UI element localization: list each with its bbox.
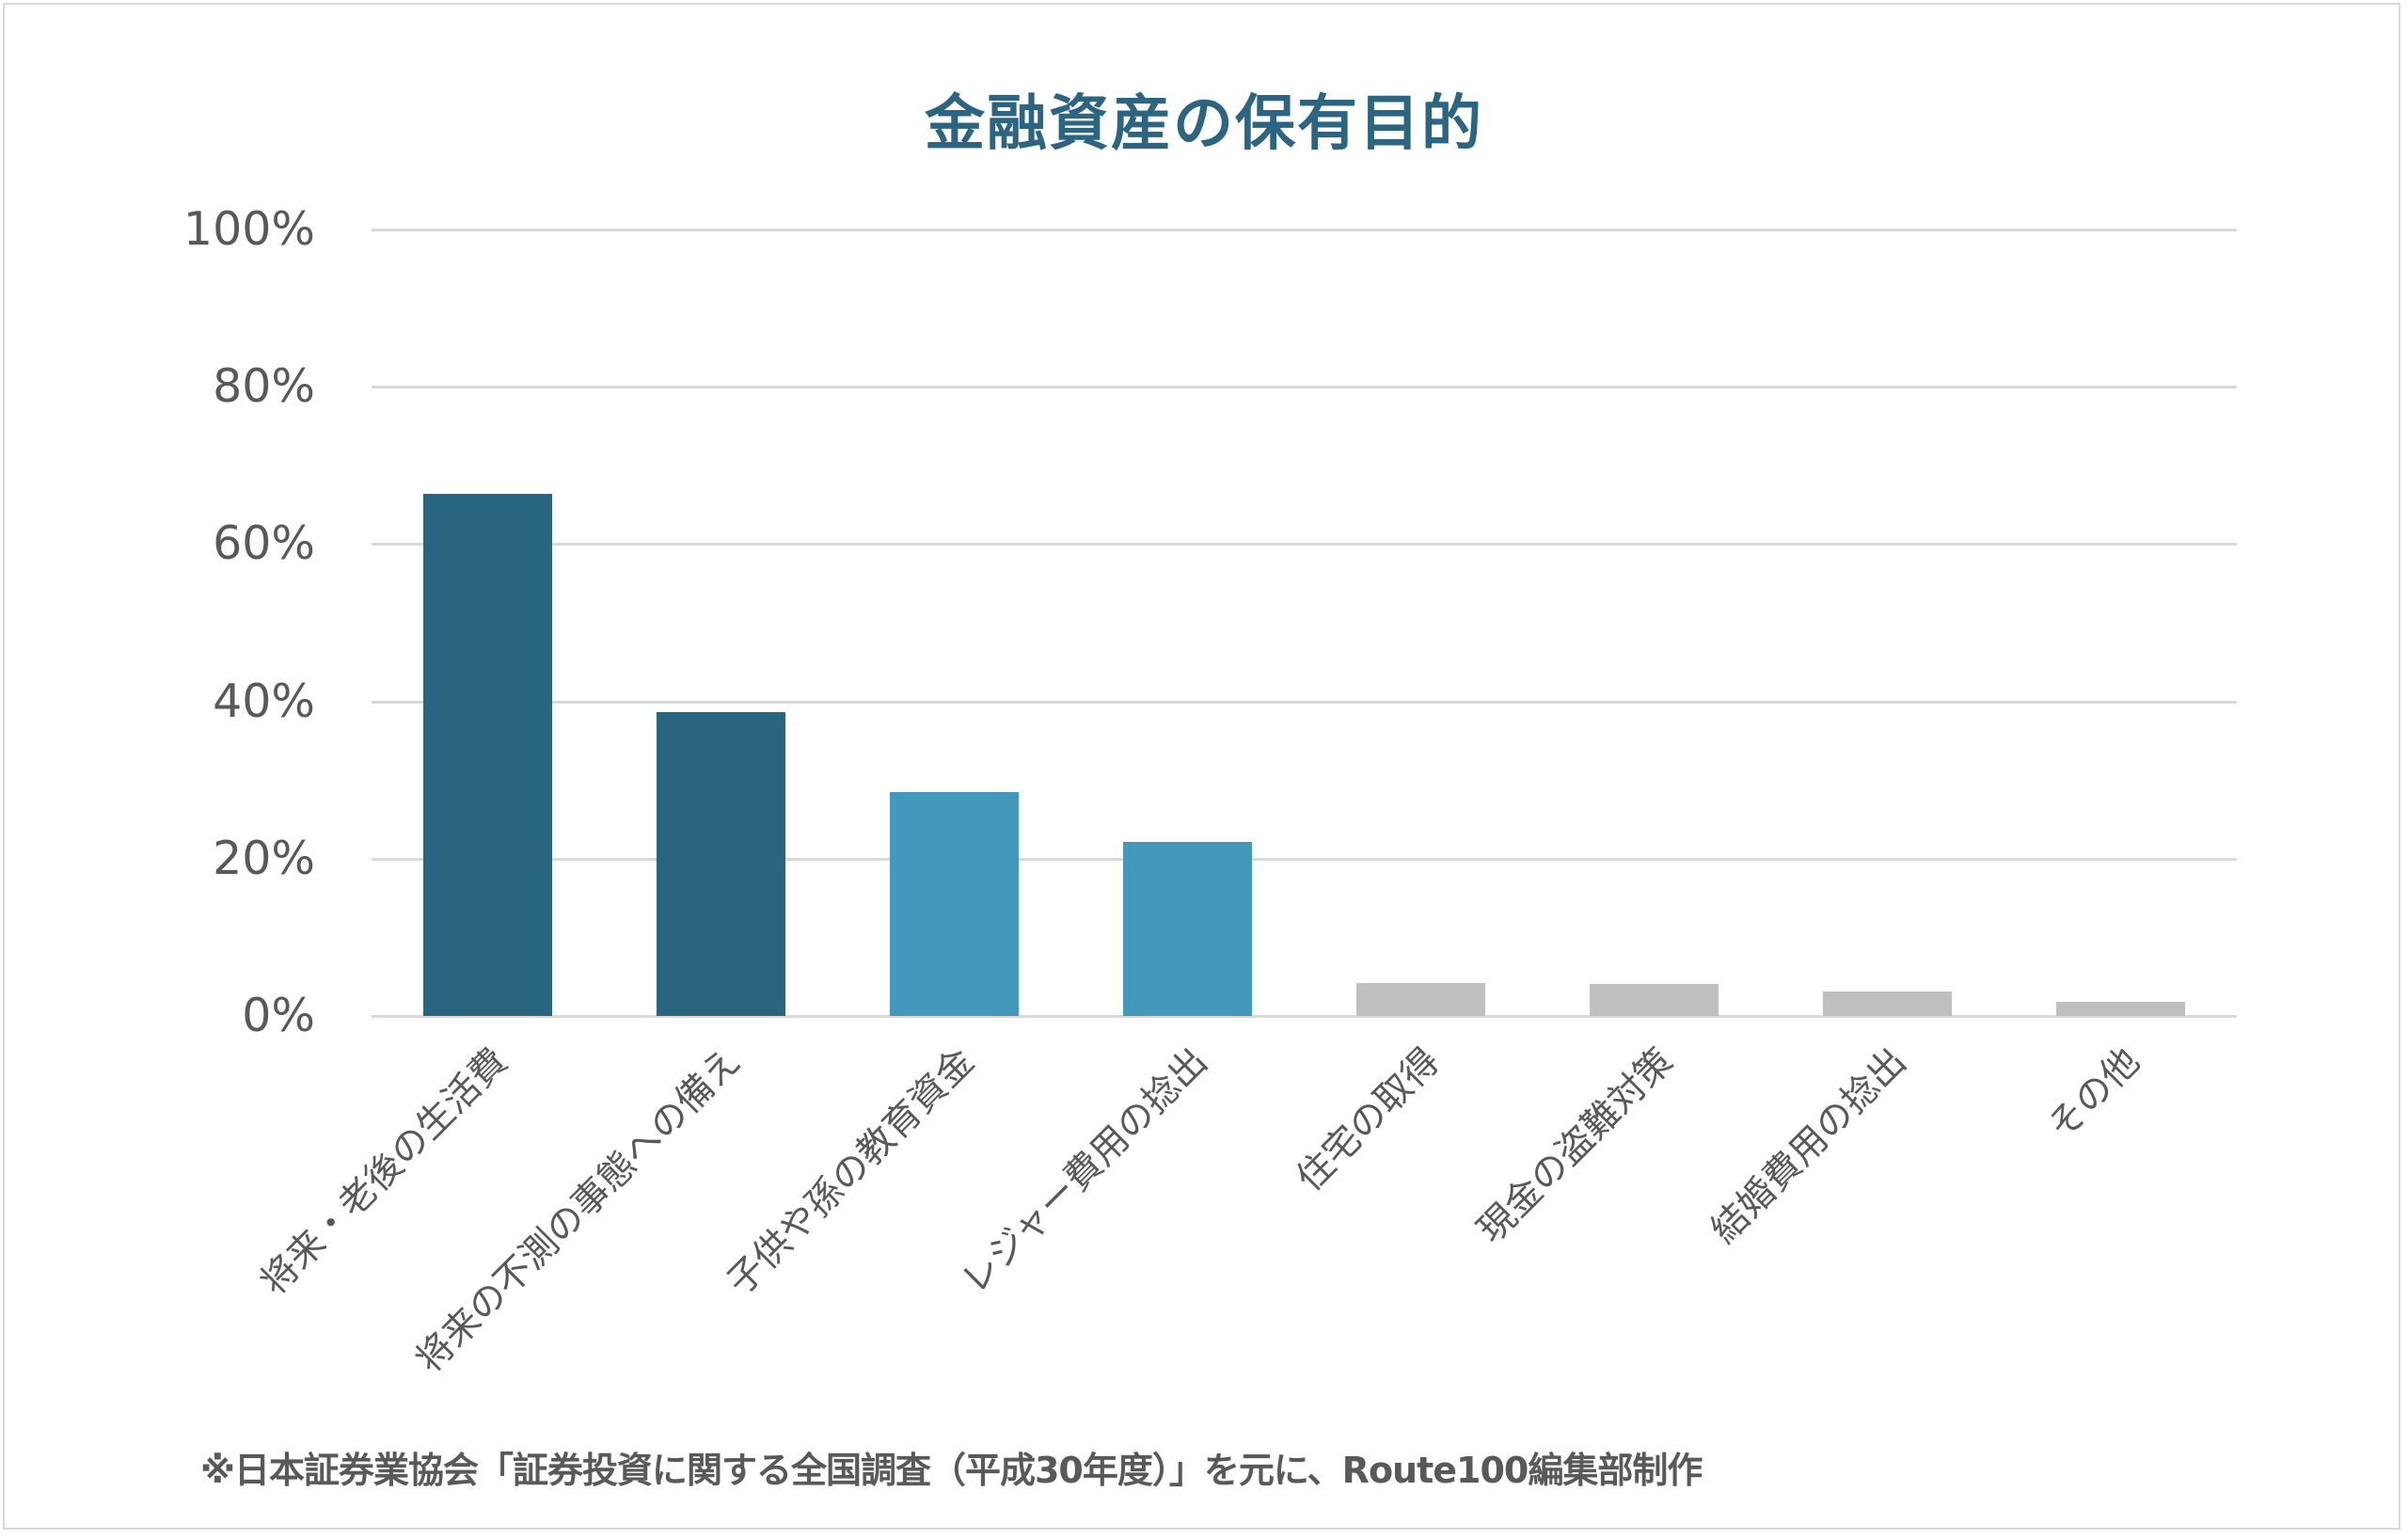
gridline: [372, 1015, 2237, 1018]
gridline: [372, 386, 2237, 389]
y-tick-label: 40%: [213, 674, 315, 728]
bar: [423, 493, 553, 1016]
bar: [1123, 842, 1253, 1016]
bar: [1355, 982, 1485, 1016]
source-footnote: ※日本証券業協会「証券投資に関する全国調査（平成30年度）」を元に、Route1…: [200, 1450, 1703, 1491]
y-tick-label: 60%: [213, 516, 315, 571]
bar: [1589, 983, 1719, 1016]
plot-area: [372, 229, 2237, 1018]
gridline: [372, 543, 2237, 547]
bar: [1822, 992, 1952, 1016]
y-tick-label: 20%: [213, 831, 315, 885]
y-tick-label: 100%: [182, 202, 315, 256]
chart-title: 金融資産の保有目的: [925, 89, 1483, 159]
y-tick-label: 0%: [242, 989, 315, 1042]
bar: [890, 791, 1020, 1016]
bar: [2055, 1001, 2185, 1016]
chart-frame: [3, 3, 2400, 1530]
gridline: [372, 229, 2237, 231]
gridline: [372, 700, 2237, 704]
bar: [657, 712, 786, 1016]
gridline: [372, 857, 2237, 861]
y-tick-label: 80%: [213, 359, 315, 414]
